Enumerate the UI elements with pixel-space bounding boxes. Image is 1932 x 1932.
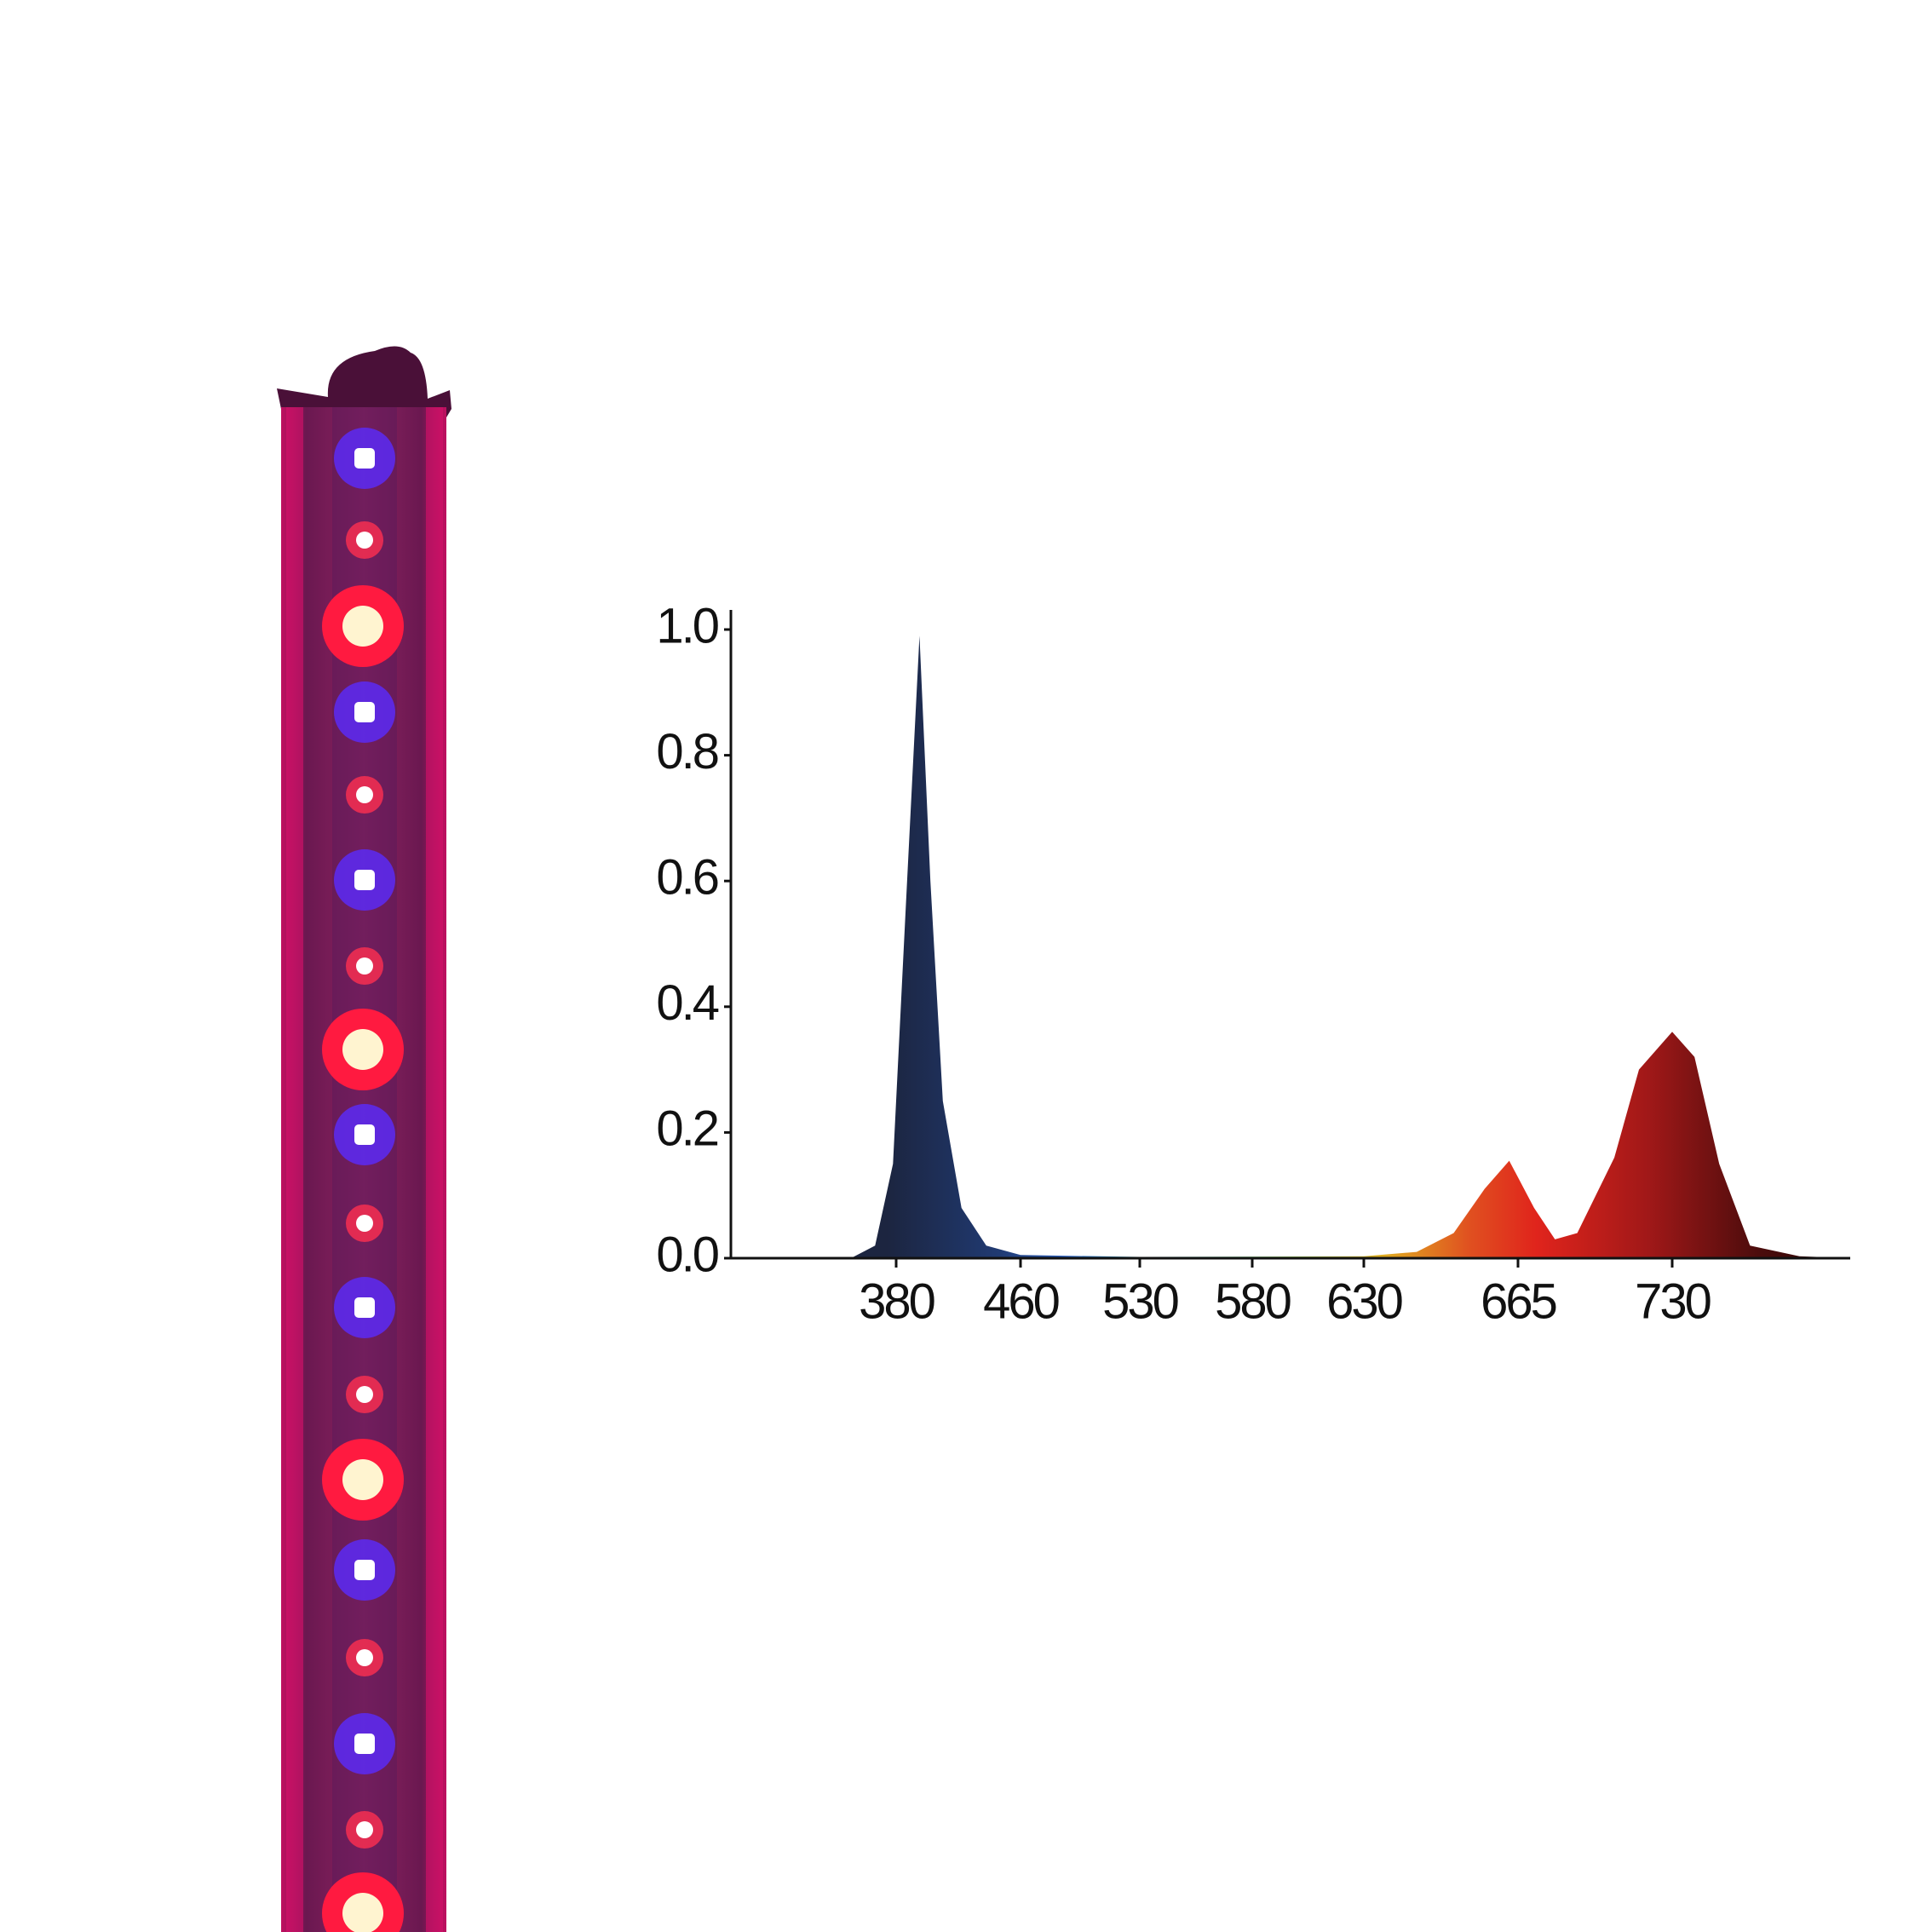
x-tick-label: 580 (1215, 1274, 1291, 1329)
led (356, 1821, 373, 1838)
led (354, 1560, 375, 1580)
led (354, 1734, 375, 1754)
y-tick-label: 0.2 (656, 1101, 717, 1157)
led (356, 957, 373, 975)
led (342, 606, 383, 647)
y-tick-label: 0.6 (656, 850, 717, 906)
led (342, 1029, 383, 1070)
led (342, 1893, 383, 1932)
led (354, 448, 375, 469)
y-tick-label: 1.0 (656, 598, 717, 653)
y-tick-label: 0.0 (656, 1227, 717, 1282)
x-tick-label: 730 (1635, 1274, 1711, 1329)
y-tick-label: 0.8 (656, 724, 717, 779)
led (342, 1459, 383, 1500)
x-tick-label: 380 (859, 1274, 934, 1329)
x-tick-label: 460 (983, 1274, 1059, 1329)
x-tick-label: 530 (1102, 1274, 1178, 1329)
spectrum-area (850, 635, 1850, 1258)
led (356, 786, 373, 803)
x-tick-label: 630 (1326, 1274, 1402, 1329)
x-tick-label: 665 (1481, 1274, 1556, 1329)
y-tick-label: 0.4 (656, 975, 718, 1031)
led (354, 1124, 375, 1145)
led (356, 1386, 373, 1403)
led (356, 532, 373, 549)
led (356, 1215, 373, 1232)
led (356, 1649, 373, 1666)
led-strip-photo (277, 346, 451, 1932)
led (354, 1297, 375, 1318)
axes (729, 610, 1850, 1260)
led (354, 702, 375, 722)
led (354, 870, 375, 890)
